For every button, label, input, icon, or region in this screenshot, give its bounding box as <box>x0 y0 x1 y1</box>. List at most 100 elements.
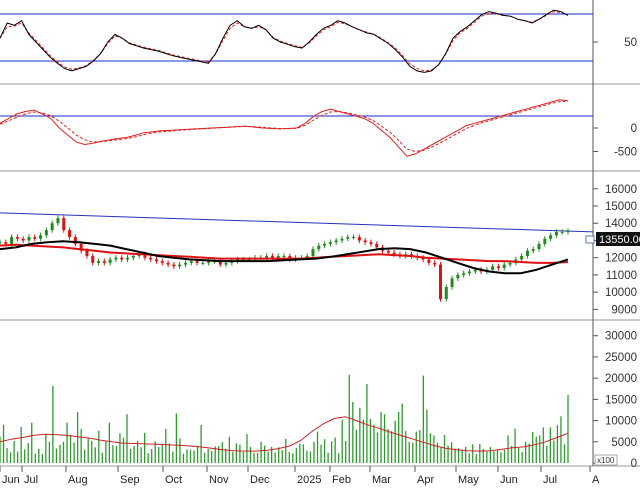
price-tick-label: 12000 <box>605 253 637 265</box>
candle-body <box>444 286 448 300</box>
candle-body <box>352 237 356 239</box>
candle-body <box>102 261 106 263</box>
current-price-box <box>596 232 640 246</box>
candle-body <box>554 231 558 236</box>
candle-body <box>496 266 500 269</box>
candle-body <box>207 261 211 263</box>
candle-body <box>15 237 19 239</box>
candle-body <box>421 257 425 260</box>
volume-tick-label: 15000 <box>605 394 637 406</box>
x-tick-label: Jul <box>543 474 557 486</box>
rsi-tick-label: 50 <box>624 37 637 49</box>
x-tick-label: Apr <box>417 474 434 486</box>
volume-unit-label: x100 <box>597 456 615 465</box>
candle-body <box>549 235 553 239</box>
price-ma-long <box>0 243 569 264</box>
panel-separators <box>0 83 640 467</box>
candle-body <box>450 278 454 287</box>
candle-body <box>189 261 193 263</box>
macd-line <box>0 99 569 157</box>
x-tick-label: A <box>592 474 600 486</box>
candle-body <box>183 262 187 265</box>
x-tick-label: Jun <box>2 474 20 486</box>
macd-tick-label: -500 <box>614 147 637 159</box>
candle-body <box>363 240 367 243</box>
price-trendline <box>0 212 594 233</box>
volume-tick-label: 20000 <box>605 373 637 385</box>
candle-body <box>346 237 350 239</box>
candle-body <box>456 274 460 279</box>
candle-body <box>473 269 477 272</box>
macd-panel: 0 -500 <box>0 99 637 159</box>
candle-body <box>502 264 506 269</box>
rsi-panel: 50 <box>0 9 637 73</box>
x-tick-label: Dec <box>250 474 270 486</box>
candle-body <box>91 255 95 263</box>
current-price-label: 13550.00 <box>599 234 640 246</box>
volume-panel: 0 5000 10000 15000 20000 25000 30000 x100 <box>0 331 637 470</box>
candle-body <box>79 243 83 251</box>
candle-body <box>97 261 101 263</box>
candle-body <box>85 250 89 256</box>
candle-body <box>247 259 251 261</box>
current-price-tag: 13550.00 <box>585 232 640 246</box>
price-tick-label: 15000 <box>605 201 637 213</box>
candle-body <box>375 243 379 248</box>
candle-body <box>166 262 170 265</box>
candle-body <box>305 255 309 258</box>
candle-body <box>525 250 529 256</box>
price-tick-label: 14000 <box>605 218 637 230</box>
candle-body <box>357 237 361 241</box>
candle-body <box>56 218 60 224</box>
candle-body <box>520 255 524 260</box>
rsi-signal-line <box>0 11 569 72</box>
x-tick-label: Mar <box>372 474 391 486</box>
x-tick-label: 2025 <box>297 474 321 486</box>
candle-body <box>392 252 396 255</box>
candle-body <box>241 259 245 261</box>
candle-body <box>160 261 164 263</box>
price-tick-label: 11000 <box>606 270 637 282</box>
volume-bars <box>0 374 569 463</box>
price-axis: 900010000110001200013000140001500016000 <box>593 184 637 316</box>
candle-body <box>50 223 54 231</box>
x-tick-label: Jul <box>24 474 38 486</box>
volume-tick-label: 25000 <box>605 352 637 364</box>
candle-body <box>386 250 390 253</box>
macd-axis: 0 -500 <box>593 123 637 159</box>
x-tick-label: Sep <box>120 474 140 486</box>
volume-axis: 0 5000 10000 15000 20000 25000 30000 <box>593 331 637 470</box>
candle-body <box>149 257 153 260</box>
candle-body <box>311 249 315 256</box>
candle-body <box>462 273 466 275</box>
candle-body <box>270 255 274 258</box>
candle-body <box>120 257 124 260</box>
candle-body <box>21 238 25 241</box>
candle-body <box>282 255 286 257</box>
candle-body <box>543 238 547 244</box>
price-tick-label: 16000 <box>605 184 637 196</box>
candle-body <box>340 238 344 241</box>
volume-tick-label: 10000 <box>605 416 637 428</box>
x-tick-label: Aug <box>68 474 88 486</box>
candle-body <box>317 245 321 250</box>
candle-body <box>531 249 535 251</box>
rsi-line <box>0 9 569 73</box>
volume-unit-box <box>594 454 618 466</box>
candle-body <box>33 237 37 239</box>
candle-body <box>566 230 570 232</box>
volume-ma-line <box>0 416 569 452</box>
candle-body <box>39 235 43 239</box>
price-tick-label: 9000 <box>611 304 637 316</box>
candle-body <box>126 257 130 260</box>
candle-body <box>4 242 8 244</box>
candle-body <box>323 243 327 246</box>
candle-body <box>27 237 31 241</box>
candle-body <box>154 259 158 262</box>
price-tick-label: 10000 <box>605 287 637 299</box>
candle-body <box>560 231 564 233</box>
candle-body <box>218 261 222 265</box>
candle-body <box>178 264 182 267</box>
macd-tick-label: 0 <box>631 123 637 135</box>
